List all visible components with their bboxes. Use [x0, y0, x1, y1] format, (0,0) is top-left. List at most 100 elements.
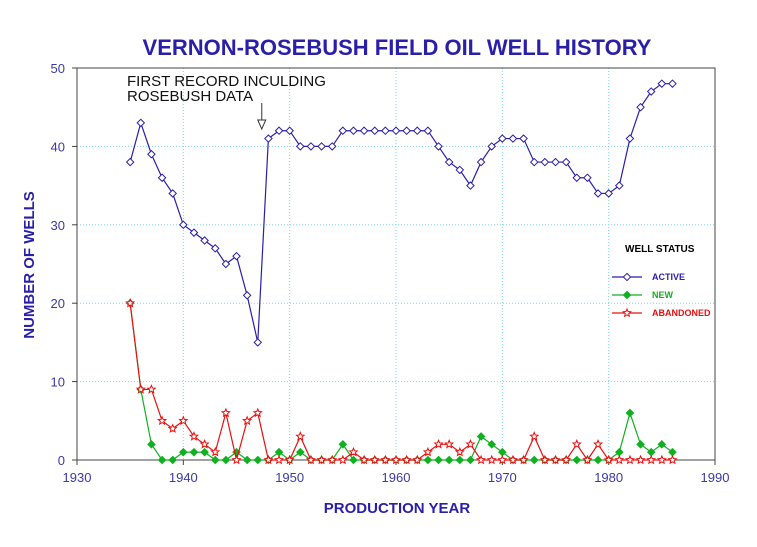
- data-point-new: [455, 455, 465, 465]
- data-point-active: [338, 126, 348, 136]
- data-point-new: [295, 447, 305, 457]
- y-tick-label: 40: [51, 139, 65, 154]
- data-point-abandoned: [592, 439, 604, 449]
- data-point-abandoned: [561, 454, 572, 465]
- data-point-abandoned: [518, 454, 529, 465]
- data-point-abandoned: [348, 446, 359, 457]
- data-point-new: [242, 455, 252, 465]
- data-point-active: [125, 157, 135, 167]
- data-point-abandoned: [178, 415, 189, 426]
- data-point-abandoned: [337, 454, 348, 465]
- data-point-active: [189, 228, 199, 237]
- data-point-active: [412, 126, 422, 136]
- data-point-new: [189, 447, 199, 457]
- data-point-abandoned: [529, 431, 540, 441]
- data-point-active: [434, 142, 443, 151]
- data-point-abandoned: [497, 454, 508, 465]
- series-abandoned: [125, 297, 678, 465]
- data-point-active: [402, 126, 411, 136]
- data-point-active: [242, 291, 252, 300]
- data-point-active: [636, 102, 645, 112]
- data-point-active: [551, 157, 560, 167]
- data-point-active: [625, 134, 635, 143]
- data-point-active: [604, 189, 613, 198]
- data-point-abandoned: [220, 407, 231, 418]
- data-point-active: [668, 79, 677, 88]
- data-point-abandoned: [476, 454, 487, 465]
- data-point-new: [253, 455, 263, 465]
- data-point-new: [221, 455, 231, 465]
- data-point-active: [540, 157, 550, 167]
- x-tick-label: 1990: [701, 470, 730, 485]
- data-point-active: [423, 126, 433, 136]
- data-point-abandoned: [157, 415, 168, 426]
- y-tick-label: 20: [51, 296, 65, 311]
- data-point-active: [232, 251, 241, 261]
- data-point-abandoned: [422, 446, 433, 457]
- data-point-abandoned: [146, 384, 157, 394]
- data-point-active: [466, 181, 475, 190]
- data-point-abandoned: [454, 446, 465, 457]
- data-point-active: [317, 142, 326, 151]
- data-point-abandoned: [444, 439, 455, 449]
- series-layer: [125, 79, 678, 465]
- data-point-active: [614, 181, 624, 190]
- legend-label: ABANDONED: [652, 308, 711, 318]
- data-point-abandoned: [199, 439, 210, 449]
- data-point-abandoned: [486, 454, 497, 465]
- data-point-active: [264, 134, 273, 143]
- data-point-abandoned: [507, 454, 519, 465]
- chart-title: VERNON-ROSEBUSH FIELD OIL WELL HISTORY: [143, 35, 652, 60]
- data-point-active: [519, 134, 528, 143]
- data-point-active: [179, 220, 188, 230]
- data-point-abandoned: [401, 454, 412, 465]
- data-point-abandoned: [667, 454, 678, 465]
- data-point-abandoned: [284, 454, 295, 465]
- data-point-active: [349, 126, 358, 136]
- legend-item-abandoned: ABANDONED: [612, 307, 711, 318]
- annotation-line-2: ROSEBUSH DATA: [127, 88, 253, 105]
- data-point-abandoned: [188, 431, 200, 441]
- data-point-active: [476, 157, 486, 167]
- data-point-new: [466, 455, 475, 465]
- data-point-active: [157, 173, 167, 183]
- series-line-active: [129, 83, 673, 343]
- data-point-active: [593, 189, 603, 198]
- legend-label: NEW: [652, 290, 674, 300]
- data-point-abandoned: [582, 454, 593, 465]
- data-point-new: [593, 455, 603, 465]
- x-tick-label: 1940: [169, 470, 198, 485]
- data-point-abandoned: [125, 297, 136, 308]
- data-point-new: [423, 455, 433, 465]
- data-point-active: [210, 244, 220, 253]
- data-point-new: [487, 440, 497, 449]
- data-point-abandoned: [359, 454, 370, 465]
- data-point-new: [210, 455, 220, 465]
- data-point-new: [157, 455, 167, 465]
- data-point-abandoned: [571, 439, 582, 449]
- data-point-active: [529, 157, 539, 167]
- data-point-new: [147, 440, 156, 449]
- data-point-abandoned: [539, 454, 550, 465]
- data-point-active: [147, 149, 156, 159]
- data-point-abandoned: [624, 454, 635, 465]
- data-point-active: [561, 157, 571, 167]
- data-point-active: [646, 87, 656, 96]
- data-point-new: [444, 455, 454, 465]
- x-tick-label: 1960: [382, 470, 411, 485]
- legend-swatch-marker: [621, 307, 633, 318]
- data-point-abandoned: [412, 454, 423, 465]
- data-point-active: [487, 142, 497, 151]
- data-point-active: [306, 142, 316, 151]
- data-point-new: [179, 447, 188, 457]
- y-tick-label: 10: [51, 375, 65, 390]
- data-point-active: [444, 157, 454, 167]
- series-active: [125, 79, 677, 347]
- series-line-abandoned: [129, 303, 673, 462]
- legend-item-new: NEW: [612, 290, 674, 300]
- data-point-abandoned: [369, 454, 380, 465]
- data-point-new: [529, 455, 539, 465]
- y-tick-label: 50: [51, 61, 65, 76]
- annotation-line-1: FIRST RECORD INCULDING: [127, 73, 326, 90]
